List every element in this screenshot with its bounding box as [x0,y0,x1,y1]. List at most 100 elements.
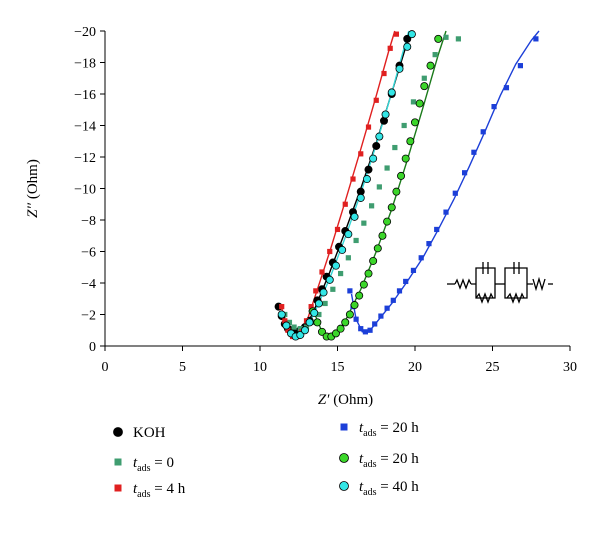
data-point [418,255,424,261]
data-point [533,36,539,42]
circuit-resistor-2 [475,292,494,304]
x-tick-label: 15 [331,360,345,375]
data-point [336,324,345,333]
data-point [369,203,375,209]
data-point [383,217,392,226]
legend-label-subscript: ads [363,428,376,439]
data-point [282,318,288,324]
data-point [387,203,396,212]
legend-label-subscript: ads [137,463,150,474]
data-point [397,171,406,180]
data-point [421,75,427,81]
legend-marker [340,423,348,431]
series-4-markers [308,34,443,341]
data-point [401,122,407,129]
series-3-markers [347,36,539,335]
data-point [308,304,314,310]
data-point [355,291,364,300]
data-point [327,248,333,255]
y-axis-unit: (Ohm) [25,159,41,203]
data-point [369,256,378,265]
legend-item: tads = 0 [114,455,174,474]
data-point [381,110,390,119]
data-point [319,288,328,297]
y-axis-title: Z′′ (Ohm) [25,159,41,218]
y-tick-label: −18 [74,57,96,72]
legend-marker [113,427,123,437]
circuit-resistor-3 [506,292,525,304]
data-point [403,34,412,43]
data-point [296,330,305,339]
data-point [471,149,477,155]
data-point [491,104,497,110]
data-point [297,326,303,332]
data-point [410,118,419,127]
y-tick-label: −8 [81,214,96,229]
data-point [372,321,378,327]
data-point [443,209,449,215]
legend-label: KOH [133,425,166,441]
data-point [338,245,347,254]
data-point [503,85,510,91]
data-point [334,226,341,233]
data-point [364,165,373,174]
data-point [373,97,379,103]
x-axis-title: Z′ (Ohm) [318,392,373,408]
data-point [356,193,365,202]
y-tick-label: −14 [74,120,96,135]
data-point [426,241,432,247]
data-point [387,88,396,97]
legend-label: tads = 40 h [359,479,419,498]
y-tick-label: −10 [74,183,96,198]
data-point [279,304,285,310]
data-point [362,175,371,184]
x-tick-label: 10 [253,360,267,375]
data-point [455,36,461,42]
data-point [434,226,440,233]
data-point [285,327,291,333]
legend-marker [114,458,122,466]
data-point [396,288,403,294]
data-point [353,237,359,244]
legend-label: tads = 20 h [359,451,419,470]
data-point [331,329,340,338]
x-tick-label: 0 [102,360,109,375]
data-point [403,278,409,285]
data-point [426,61,435,70]
fit-line-series-2 [281,30,396,338]
data-point [432,52,438,58]
data-point [341,318,350,327]
x-tick-label: 25 [486,360,500,375]
data-point [316,311,322,318]
legend-label-main: KOH [133,425,166,441]
axes: 0 −2 −4 −6 −8 −10 −12 −14 −16 −18 −20 0 5 10 15 20 25 30 Z… [25,25,577,408]
legend-item: tads = 40 h [339,479,419,498]
circuit-resistor-1 [454,278,472,290]
data-point [415,99,424,108]
data-point [381,70,387,77]
data-point [392,187,401,196]
data-point [338,270,344,277]
data-point [407,30,416,39]
data-point [358,151,364,157]
legend-item: tads = 20 h [339,451,419,470]
legend-label-subscript: ads [363,487,376,498]
data-point [369,154,378,163]
y-tick-label: 0 [89,340,96,355]
data-point [286,319,293,325]
data-point [331,261,340,270]
y-tick-label: −16 [74,88,96,103]
legend-label-subscript: ads [137,489,150,500]
data-point [384,305,390,311]
x-axis-unit: (Ohm) [329,392,373,408]
data-point [313,288,319,294]
data-point [395,64,404,73]
data-point [373,244,382,253]
data-point [365,124,372,130]
x-tick-label: 30 [563,360,577,375]
data-point [517,63,523,69]
series-5-markers [277,30,416,341]
circuit-cpe-2 [513,262,520,274]
